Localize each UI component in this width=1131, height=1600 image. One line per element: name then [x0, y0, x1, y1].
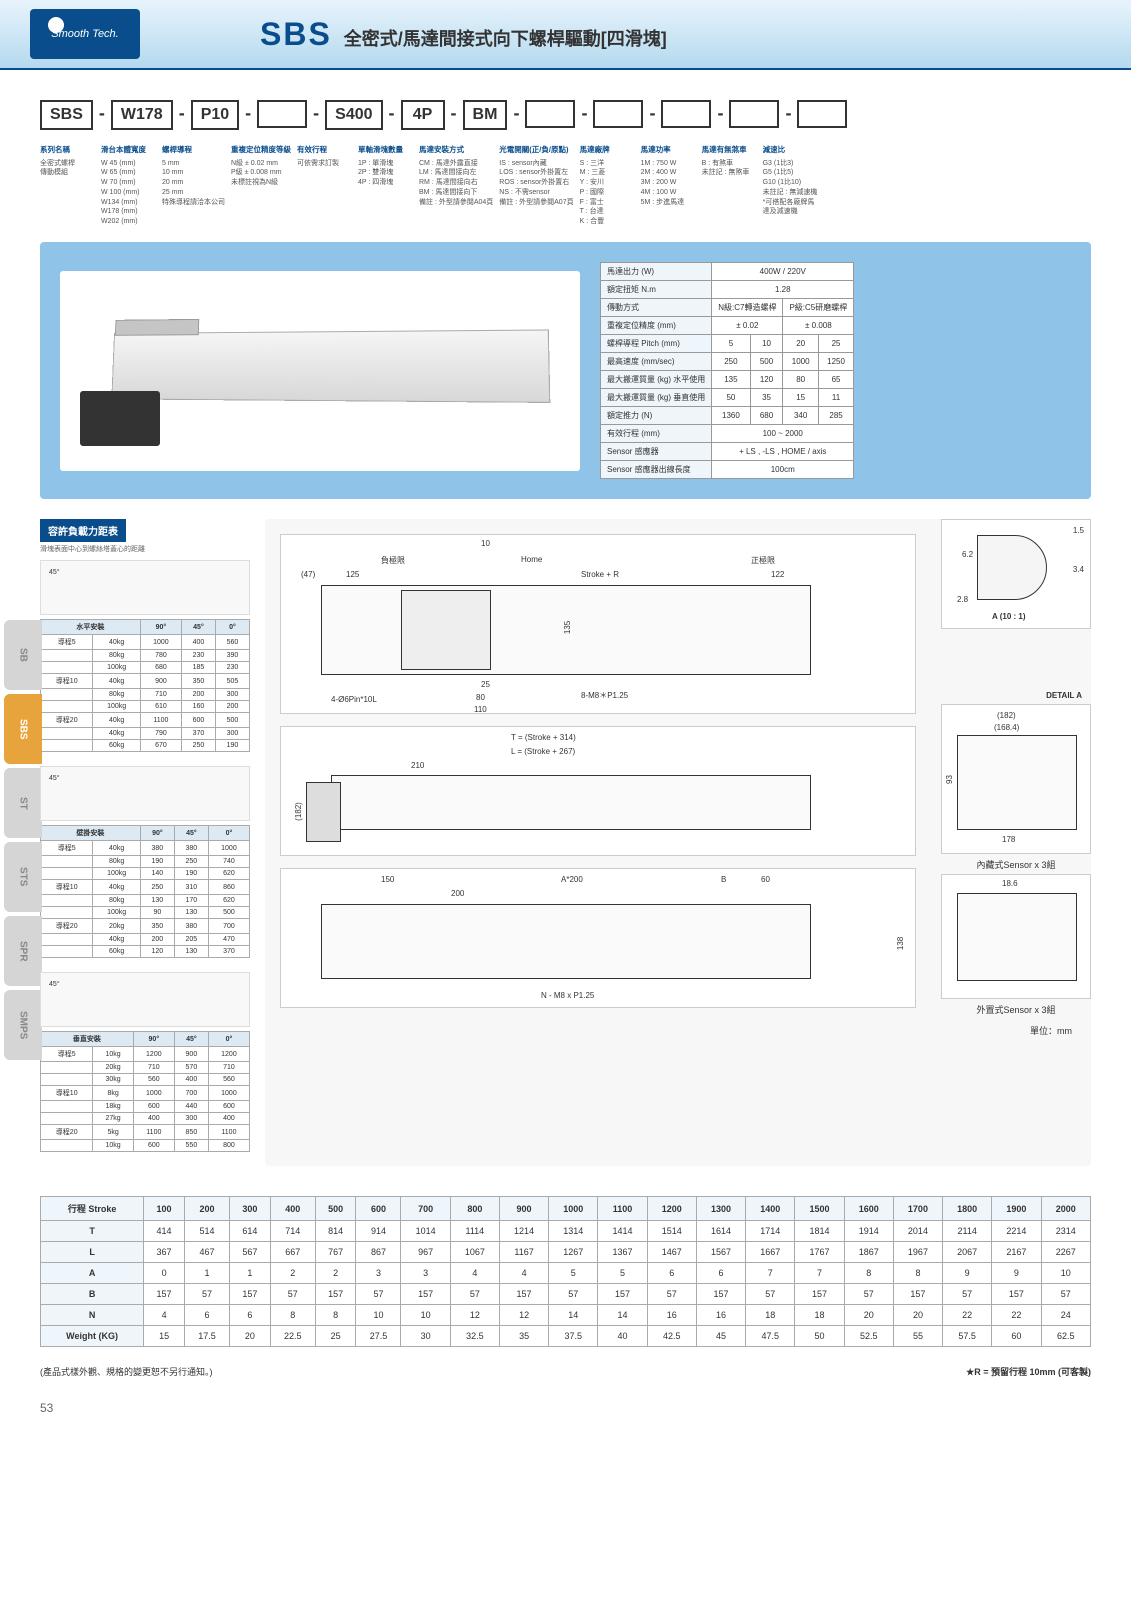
title-main: SBS — [260, 16, 332, 53]
config-box — [525, 100, 575, 128]
tab-smps[interactable]: SMPS — [4, 990, 42, 1060]
hero-panel: 馬達出力 (W)400W / 220V額定扭矩 N.m1.28傳動方式N級:C7… — [40, 242, 1091, 499]
bottom-section: 行程 Stroke1002003004005006007008009001000… — [0, 1186, 1131, 1357]
config-col: 有效行程可依需求訂製 — [297, 145, 352, 227]
config-col: 馬達功率1M : 750 W2M : 400 W3M : 200 W4M : 1… — [641, 145, 696, 227]
header: Smooth Tech. SBS 全密式/馬達間接式向下螺桿驅動[四滑塊] — [0, 0, 1131, 70]
config-col: 螺桿導程5 mm10 mm20 mm25 mm特殊導程請洽本公司 — [162, 145, 225, 227]
detail-a: 1.5 6.2 3.4 2.8 A (10 : 1) — [941, 519, 1091, 629]
config-box — [257, 100, 307, 128]
load-title: 容許負載力距表 — [40, 519, 126, 542]
configurator: SBS-W178-P10--S400-4P-BM----- — [0, 70, 1131, 145]
load-table: 垂直安裝90°45°0°導程510kg1200900120020kg710570… — [40, 1031, 250, 1152]
config-box — [797, 100, 847, 128]
mid-section: 容許負載力距表 滑塊表面中心到螺絲塔蓋心的距離 水平安裝90°45°0°導程54… — [0, 499, 1131, 1186]
tab-sb[interactable]: SB — [4, 620, 42, 690]
unit-label: 單位：mm — [280, 1024, 1076, 1037]
load-table: 水平安裝90°45°0°導程540kg100040056080kg7802303… — [40, 619, 250, 752]
config-col: 馬達安裝方式CM : 馬達外露直接LM : 馬達間接向左RM : 馬達間接向右B… — [419, 145, 493, 227]
config-box: SBS — [40, 100, 93, 130]
config-box — [593, 100, 643, 128]
footer-right: ★R = 預留行程 10mm (可客製) — [966, 1365, 1091, 1378]
config-box — [729, 100, 779, 128]
config-col: 馬達廠牌S : 三洋M : 三菱Y : 安川P : 國際F : 富士T : 台達… — [580, 145, 635, 227]
title: SBS 全密式/馬達間接式向下螺桿驅動[四滑塊] — [260, 16, 667, 53]
title-sub: 全密式/馬達間接式向下螺桿驅動[四滑塊] — [344, 25, 667, 51]
config-descriptions: 系列名稱全密式螺桿傳動模組滑台本體寬度W 45 (mm)W 65 (mm)W 7… — [0, 145, 1131, 242]
load-table: 壁掛安裝90°45°0°導程540kg380380100080kg1902507… — [40, 825, 250, 958]
config-col: 系列名稱全密式螺桿傳動模組 — [40, 145, 95, 227]
config-box: BM — [463, 100, 508, 130]
config-col: 光電開關(正/負/原點)IS : sensor內藏LOS : sensor外掛置… — [499, 145, 573, 227]
product-image — [60, 271, 580, 471]
page-number: 53 — [0, 1386, 1131, 1430]
logo: Smooth Tech. — [30, 9, 140, 59]
spec-table: 馬達出力 (W)400W / 220V額定扭矩 N.m1.28傳動方式N級:C7… — [600, 262, 854, 479]
load-sub: 滑塊表面中心到螺絲塔蓋心的距離 — [40, 544, 250, 554]
config-box: W178 — [111, 100, 173, 130]
config-box — [661, 100, 711, 128]
load-column: 容許負載力距表 滑塊表面中心到螺絲塔蓋心的距離 水平安裝90°45°0°導程54… — [40, 519, 250, 1166]
detail-c: 18.6 外置式Sensor x 3組 — [941, 874, 1091, 999]
config-col: 滑台本體寬度W 45 (mm)W 65 (mm)W 70 (mm)W 100 (… — [101, 145, 156, 227]
tab-spr[interactable]: SPR — [4, 916, 42, 986]
tab-sts[interactable]: STS — [4, 842, 42, 912]
stroke-table: 行程 Stroke1002003004005006007008009001000… — [40, 1196, 1091, 1347]
tab-st[interactable]: ST — [4, 768, 42, 838]
top-view: 10 負極限 Home 正極限 (47) 125 Stroke + R 122 … — [280, 534, 916, 714]
tab-sbs[interactable]: SBS — [4, 694, 42, 764]
config-box: S400 — [325, 100, 382, 130]
config-col: 馬達有無煞車B : 有煞車未註記 : 無煞車 — [702, 145, 757, 227]
config-col: 減速比G3 (1比3)G5 (1比5)G10 (1比10)未註記 : 無減速機*… — [763, 145, 818, 227]
drawings: 10 負極限 Home 正極限 (47) 125 Stroke + R 122 … — [265, 519, 1091, 1166]
side-view: T = (Stroke + 314) L = (Stroke + 267) 21… — [280, 726, 916, 856]
footer: (產品式樣外觀、規格的變更恕不另行通知。) ★R = 預留行程 10mm (可客… — [0, 1357, 1131, 1386]
side-tabs: SB SBS ST STS SPR SMPS — [4, 620, 42, 1064]
detail-b: DETAIL A (182) (168.4) 93 178 內藏式Sensor … — [941, 704, 1091, 854]
config-col: 單軸滑塊數量1P : 單滑塊2P : 雙滑塊4P : 四滑塊 — [358, 145, 413, 227]
config-box: 4P — [401, 100, 445, 130]
config-col: 重複定位精度等級N級 ± 0.02 mmP級 ± 0.008 mm未標註視為N級 — [231, 145, 291, 227]
bottom-view: 150 A*200 B 60 200 138 N - M8 x P1.25 — [280, 868, 916, 1008]
config-box: P10 — [191, 100, 239, 130]
footer-left: (產品式樣外觀、規格的變更恕不另行通知。) — [40, 1365, 213, 1378]
